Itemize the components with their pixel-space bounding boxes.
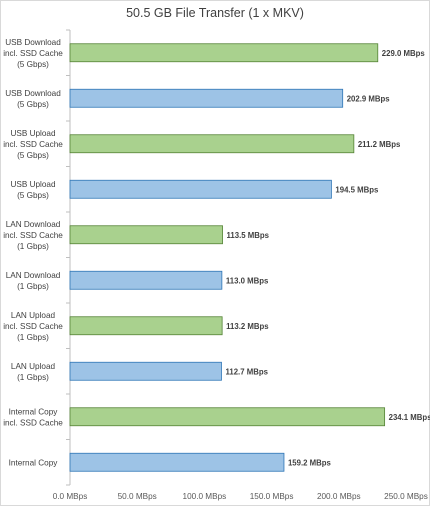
bar: [69, 407, 386, 427]
x-tick-label: 50.0 MBps: [118, 492, 157, 501]
bar: [69, 316, 223, 336]
bar: [69, 43, 379, 63]
category-label: incl. SSD Cache: [3, 231, 63, 240]
data-label: 229.0 MBps: [382, 49, 426, 58]
category-label: (5 Gbps): [17, 191, 49, 200]
data-label: 159.2 MBps: [288, 458, 332, 467]
category-label: LAN Download: [6, 220, 61, 229]
category-label: USB Download: [5, 38, 61, 47]
chart-title: 50.5 GB File Transfer (1 x MKV): [126, 6, 304, 20]
data-label: 113.0 MBps: [226, 276, 269, 285]
bar: [69, 361, 222, 381]
bar: [69, 88, 344, 108]
plot-area: 229.0 MBps USB Download incl. SSD Cache (5 …: [3, 29, 430, 501]
x-tick-label: 200.0 MBps: [317, 492, 361, 501]
x-tick-label: 0.0 MBps: [53, 492, 88, 501]
category-label: USB Download: [5, 89, 61, 98]
data-label: 234.1 MBps: [389, 413, 430, 422]
category-label: (5 Gbps): [17, 151, 49, 160]
bar: [69, 134, 355, 154]
category-label: incl. SSD Cache: [3, 418, 63, 427]
category-label: LAN Upload: [11, 362, 56, 371]
category-label: (5 Gbps): [17, 60, 49, 69]
bar: [69, 452, 285, 472]
category-label: incl. SSD Cache: [3, 322, 63, 331]
category-label: (1 Gbps): [17, 373, 49, 382]
category-label: incl. SSD Cache: [3, 140, 63, 149]
bar: [69, 270, 223, 290]
bar: [69, 225, 223, 245]
x-tick-label: 100.0 MBps: [183, 492, 227, 501]
x-tick-label: 150.0 MBps: [250, 492, 294, 501]
category-label: Internal Copy: [9, 407, 59, 416]
category-label: LAN Upload: [11, 311, 56, 320]
category-label: USB Upload: [10, 129, 56, 138]
category-label: (1 Gbps): [17, 242, 49, 251]
data-label: 202.9 MBps: [347, 94, 391, 103]
bar: [69, 179, 332, 199]
category-label: incl. SSD Cache: [3, 49, 63, 58]
x-tick-label: 250.0 MBps: [384, 492, 428, 501]
data-label: 112.7 MBps: [225, 367, 268, 376]
data-label: 194.5 MBps: [335, 185, 379, 194]
data-label: 113.5 MBps: [227, 231, 270, 240]
category-label: (5 Gbps): [17, 100, 49, 109]
category-label: (1 Gbps): [17, 333, 49, 342]
category-label: USB Upload: [10, 180, 56, 189]
data-label: 211.2 MBps: [358, 140, 401, 149]
category-label: (1 Gbps): [17, 282, 49, 291]
category-label: Internal Copy: [9, 458, 59, 467]
category-label: LAN Download: [6, 271, 61, 280]
data-label: 113.2 MBps: [226, 322, 269, 331]
